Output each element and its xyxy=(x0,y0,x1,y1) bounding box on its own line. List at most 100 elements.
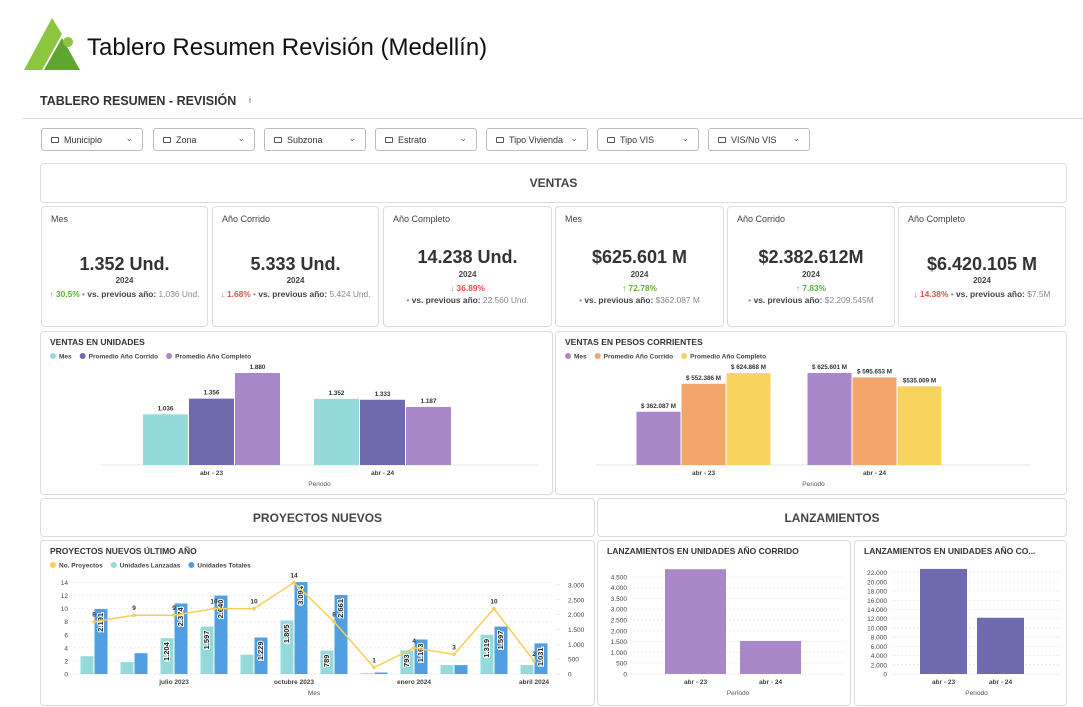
y-tick-label: 3.000 xyxy=(611,607,628,614)
bar xyxy=(94,608,108,674)
filter-icon xyxy=(496,136,504,143)
filter-dropdown[interactable]: Tipo VIS ⌄ xyxy=(597,128,699,151)
kpi-year: 2024 xyxy=(973,276,991,285)
kpi-change: ↑ 72.78% xyxy=(622,283,657,293)
y-tick-label: 0 xyxy=(64,672,68,679)
bar xyxy=(200,626,214,674)
kpi-card: Año Completo 14.238 Und. 2024 ↓ 36.89% • vs.… xyxy=(383,206,552,327)
y-tick-label: 4.500 xyxy=(611,574,628,581)
data-label: $ 624.868 M xyxy=(731,364,766,371)
kpi-card: Año Corrido 5.333 Und. 2024 ↓ 1.68% • vs. p… xyxy=(212,206,379,327)
chart-title: LANZAMIENTOS EN UNIDADES AÑO CORRIDO xyxy=(607,546,799,556)
data-label: 1.880 xyxy=(250,364,266,371)
legend-swatch xyxy=(594,353,601,359)
line-point xyxy=(332,619,336,624)
chart-title: PROYECTOS NUEVOS ÚLTIMO AÑO xyxy=(50,545,197,556)
y-tick-label: 1.000 xyxy=(611,650,628,657)
kpi-change: ↓ 1.68% xyxy=(220,289,251,299)
line-point xyxy=(212,606,216,611)
bar xyxy=(294,582,308,674)
bar xyxy=(189,398,234,465)
logo xyxy=(24,18,80,70)
kpi-change-value: 36.89% xyxy=(456,283,485,293)
bar xyxy=(160,638,174,674)
data-label: $ 552.386 M xyxy=(686,375,721,382)
filter-dropdown[interactable]: Estrato ⌄ xyxy=(375,128,477,151)
kpi-change: ↓ 14.38% xyxy=(913,289,949,299)
data-label: 8 xyxy=(332,612,336,619)
kpi-change-value: 30.5% xyxy=(55,289,80,299)
data-label: 3.094 xyxy=(296,585,305,605)
line-point xyxy=(412,646,416,650)
line-point xyxy=(172,613,176,617)
y-tick-label: 500 xyxy=(616,661,627,668)
chart-title: LANZAMIENTOS EN UNIDADES AÑO CO... xyxy=(864,546,1035,556)
y-tick-label: 3.500 xyxy=(611,596,628,603)
kpi-compare-label: vs. previous año: xyxy=(258,289,328,299)
legend-swatch xyxy=(166,353,173,359)
chevron: ⌄ xyxy=(792,133,800,143)
kpi-year: 2024 xyxy=(802,270,820,279)
page-title: Tablero Resumen Revisión (Medellín) xyxy=(87,34,488,61)
divider xyxy=(22,118,1083,119)
x-tick-label: abr - 23 xyxy=(684,679,708,686)
section-header: LANZAMIENTOS xyxy=(597,498,1067,537)
filter-icon xyxy=(274,136,282,143)
legend-label: No. Proyectos xyxy=(59,563,103,570)
y-tick-label: 1.500 xyxy=(611,639,628,646)
x-tick-label: abr - 23 xyxy=(692,470,716,477)
x-axis-label: Mes xyxy=(308,690,321,697)
x-axis-label: Periodo xyxy=(965,690,988,697)
bar xyxy=(134,653,148,674)
chevron: ⌄ xyxy=(237,133,245,143)
filter-label: Municipio xyxy=(64,134,103,145)
bar xyxy=(280,620,294,674)
bar xyxy=(665,569,726,674)
x-axis-label: Periodo xyxy=(727,690,750,697)
filter-dropdown[interactable]: Tipo Vivienda ⌄ xyxy=(486,128,588,151)
filter-dropdown[interactable]: Municipio ⌄ xyxy=(41,128,143,151)
y-tick-label: 14 xyxy=(61,580,69,587)
data-label: 2.191 xyxy=(96,613,105,632)
bar xyxy=(636,411,681,465)
kpi-card: Mes $625.601 M 2024 ↑ 72.78% • vs. previous … xyxy=(555,206,724,327)
data-label: 1.597 xyxy=(496,631,505,650)
bar xyxy=(440,665,454,674)
kpi-compare-label: vs. previous año: xyxy=(584,295,654,305)
bar xyxy=(520,665,534,674)
data-label: $ 595.653 M xyxy=(857,368,892,375)
filter-label: Zona xyxy=(176,134,197,145)
legend-swatch xyxy=(50,353,56,359)
bar xyxy=(174,603,188,674)
data-label: 10 xyxy=(490,599,498,606)
kpi-compare-value: $7.5M xyxy=(1027,289,1051,299)
kpi-change: ↑ 7.83% xyxy=(795,283,827,293)
data-label: 9 xyxy=(172,605,176,612)
data-label: 9 xyxy=(132,605,136,612)
filter-dropdown[interactable]: VIS/No VIS ⌄ xyxy=(708,128,810,151)
filter-label: VIS/No VIS xyxy=(731,134,777,145)
kpi-change-line: ↓ 1.68% • vs. previous año: 5.424 Und. xyxy=(220,289,371,299)
data-label: 2 xyxy=(532,651,536,658)
kpi-compare-value: 5.424 Und. xyxy=(329,289,371,299)
info-icon[interactable]: i xyxy=(249,95,251,105)
data-label: $ 625.601 M xyxy=(812,364,847,371)
bar xyxy=(681,383,726,465)
x-tick-label: abril 2024 xyxy=(519,679,549,686)
filter-icon xyxy=(718,136,726,143)
kpi-change-line: ↑ 72.78% xyxy=(556,283,723,293)
filter-label: Tipo VIS xyxy=(620,134,655,145)
data-label: 14 xyxy=(290,573,298,580)
kpi-change: ↓ 36.89% xyxy=(450,283,485,293)
legend-label: Mes xyxy=(574,354,587,361)
data-label: 2.374 xyxy=(176,607,185,627)
chart: PROYECTOS NUEVOS ÚLTIMO AÑO No. Proyectos… xyxy=(50,545,585,697)
y-tick-label: 12 xyxy=(61,593,69,600)
filter-dropdown[interactable]: Zona ⌄ xyxy=(153,128,255,151)
legend-label: Promedio Año Corrido xyxy=(89,354,158,361)
x-tick-label: julio 2023 xyxy=(158,679,189,686)
x-tick-label: abr - 24 xyxy=(863,470,887,477)
chart: VENTAS EN UNIDADES Mes Promedio Año Corrid… xyxy=(50,337,538,488)
line-point xyxy=(252,606,256,611)
filter-dropdown[interactable]: Subzona ⌄ xyxy=(264,128,366,151)
